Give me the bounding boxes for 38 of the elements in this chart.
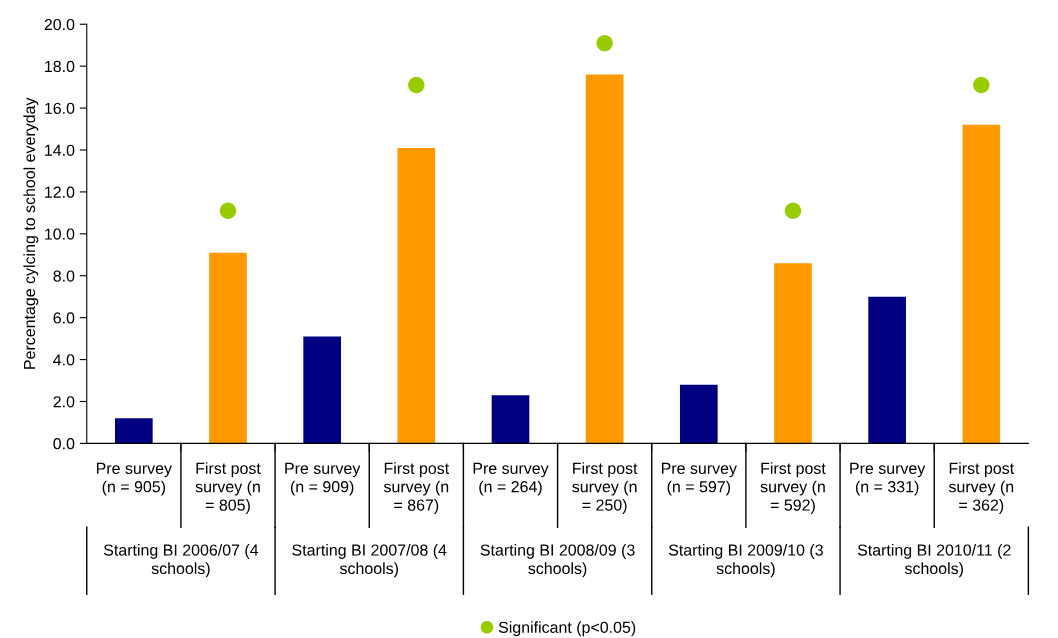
y-tick-label: 12.0	[45, 186, 75, 198]
text: Starting BI 2006/07 (4 schools)	[103, 544, 259, 578]
x-tick-label: Pre survey (n = 905)	[96, 462, 172, 496]
y-tick-label: 4.0	[53, 354, 75, 366]
y-tick-label: 18.0	[45, 60, 75, 73]
bar	[585, 74, 624, 444]
y-tick-label: 14.0	[45, 144, 75, 156]
x-tick-label: First post survey (n = 250)	[572, 462, 638, 514]
y-tick-label: 2.0	[53, 396, 75, 408]
bar	[962, 124, 1001, 444]
bar	[679, 384, 718, 444]
y-tick-label: 6.0	[53, 312, 75, 324]
y-tick-label: 10.0	[45, 228, 75, 240]
text: Starting BI 2008/09 (3 schools)	[480, 544, 635, 578]
x-tick-label: Pre survey (n = 597)	[661, 462, 737, 496]
bar	[397, 147, 436, 444]
bar	[209, 252, 247, 444]
x-tick-label: Pre survey (n = 331)	[850, 462, 926, 496]
x-tick-label: Pre survey (n = 909)	[285, 462, 361, 496]
text: Starting BI 2007/08 (4 schools)	[292, 544, 447, 578]
text: Starting BI 2009/10 (3 schools)	[668, 544, 823, 578]
y-tick-label: 20.0	[44, 18, 75, 31]
bar	[491, 395, 530, 444]
bar	[774, 263, 812, 444]
x-tick-label: First post survey (n = 592)	[760, 462, 826, 514]
x-tick-label: Pre survey (n = 264)	[473, 462, 549, 496]
y-tick-label: 16.0	[45, 102, 75, 115]
bar	[868, 296, 906, 444]
legend-label: Significant (p<0.05)	[498, 621, 636, 637]
y-tick-label: 0.0	[53, 438, 75, 450]
x-tick-label: First post survey (n = 362)	[948, 462, 1015, 514]
y-tick-label: 8.0	[53, 270, 75, 282]
text: Starting BI 2010/11 (2 schools)	[857, 544, 1011, 578]
y-axis-title: Percentage cylcing to school everyday	[23, 97, 39, 369]
x-tick-label: First post survey (n = 805)	[195, 462, 261, 514]
bar	[303, 336, 341, 444]
bar	[115, 418, 153, 444]
x-tick-label: First post survey (n = 867)	[383, 462, 450, 514]
